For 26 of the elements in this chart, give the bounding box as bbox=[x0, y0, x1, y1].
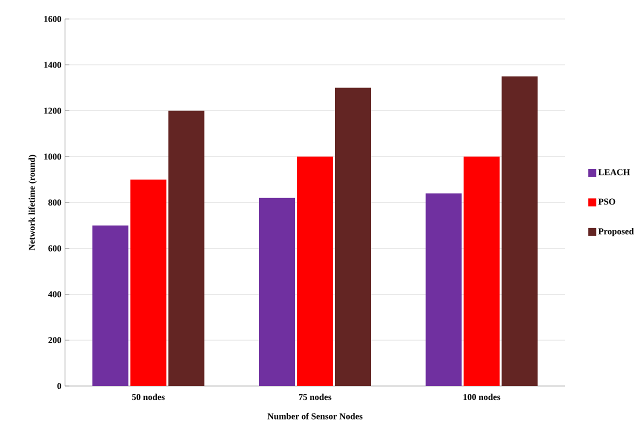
bar bbox=[130, 180, 166, 386]
y-tick-label: 1400 bbox=[44, 62, 62, 68]
y-tick-label: 800 bbox=[48, 199, 62, 206]
y-tick-label: 0 bbox=[57, 382, 62, 390]
legend-label: LEACH bbox=[598, 169, 630, 176]
bar bbox=[334, 88, 371, 386]
bar bbox=[92, 225, 128, 386]
bar bbox=[259, 198, 296, 386]
bar bbox=[502, 76, 538, 386]
bar bbox=[168, 110, 204, 386]
legend-label: Proposed bbox=[598, 228, 634, 236]
legend-label: PSO bbox=[598, 198, 616, 205]
bar bbox=[297, 156, 334, 386]
x-tick-label: 100 nodes bbox=[464, 394, 500, 400]
x-axis-title: Number of Sensor Nodes bbox=[267, 412, 362, 420]
y-tick-label: 1200 bbox=[44, 108, 62, 114]
y-tick-label: 1000 bbox=[44, 154, 62, 160]
y-tick-label: 200 bbox=[48, 337, 62, 344]
y-tick-label: 600 bbox=[48, 245, 62, 252]
bar bbox=[464, 156, 500, 386]
x-tick-label: 75 nodes bbox=[298, 394, 332, 400]
y-axis-title: Network lifetime (round) bbox=[28, 154, 37, 250]
x-tick-label: 50 nodes bbox=[132, 394, 165, 400]
bar bbox=[426, 193, 462, 386]
y-tick-label: 400 bbox=[48, 291, 62, 298]
y-tick-label: 1600 bbox=[44, 16, 62, 22]
